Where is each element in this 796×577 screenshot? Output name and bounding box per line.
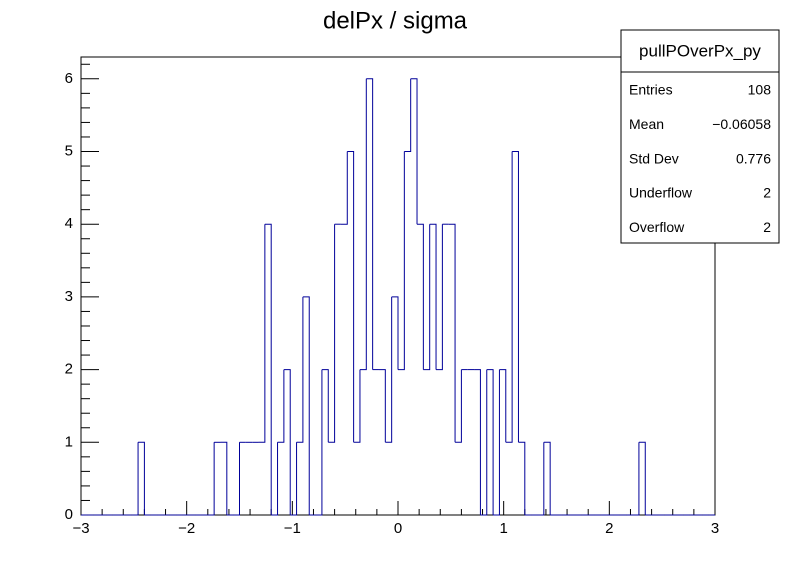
x-tick-label: −2 xyxy=(178,520,195,537)
histogram-bin xyxy=(378,369,386,443)
histogram-bin xyxy=(499,369,507,443)
stats-label: Std Dev xyxy=(629,150,679,166)
histogram-bin xyxy=(480,369,488,516)
stats-label: Underflow xyxy=(629,185,693,201)
histogram-bin xyxy=(138,441,145,515)
histogram-bin xyxy=(340,151,348,225)
histogram-bin xyxy=(296,296,304,443)
histogram-bin xyxy=(258,224,266,443)
histogram-bin xyxy=(436,224,443,371)
histogram-bin xyxy=(429,223,437,370)
histogram-bin xyxy=(518,441,526,515)
stats-value: 108 xyxy=(748,82,772,98)
histogram-bin xyxy=(537,442,545,516)
histogram-bin xyxy=(302,296,310,515)
stats-value: 2 xyxy=(763,219,771,235)
stats-label: Entries xyxy=(629,82,673,98)
y-tick-label: 0 xyxy=(65,506,73,523)
y-tick-label: 2 xyxy=(65,361,73,378)
chart-title: delPx / sigma xyxy=(323,7,468,34)
y-tick-label: 5 xyxy=(65,142,73,159)
histogram-bin xyxy=(448,223,456,443)
y-tick-label: 6 xyxy=(65,70,73,87)
histogram-bin xyxy=(632,442,640,516)
histogram-bin xyxy=(353,369,361,443)
histogram-bin xyxy=(233,442,240,516)
histogram-bin xyxy=(131,442,139,516)
histogram-bin xyxy=(493,369,500,516)
histogram-bin xyxy=(638,441,646,515)
stats-value: 2 xyxy=(763,185,771,201)
histogram-bin xyxy=(328,224,336,443)
histogram-bin xyxy=(264,223,272,515)
histogram-bin xyxy=(321,369,329,443)
x-tick-label: 1 xyxy=(499,520,507,537)
stats-value: −0.06058 xyxy=(712,116,771,132)
histogram-bin xyxy=(391,296,399,370)
histogram-bin xyxy=(486,369,494,515)
stats-title: pullPOverPx_py xyxy=(639,41,761,60)
histogram-bin xyxy=(410,78,418,225)
stats-label: Overflow xyxy=(629,219,685,235)
stats-box xyxy=(620,29,780,244)
x-tick-label: 3 xyxy=(711,520,719,537)
x-tick-label: −3 xyxy=(72,520,89,537)
histogram-bin xyxy=(366,78,374,370)
y-tick-label: 1 xyxy=(65,433,73,450)
stats-value: 0.776 xyxy=(736,150,771,166)
stats-label: Mean xyxy=(629,116,664,132)
histogram-bin xyxy=(417,223,424,370)
x-tick-label: −1 xyxy=(284,520,301,537)
histogram-bin xyxy=(385,296,393,443)
histogram-bin xyxy=(290,442,298,516)
histogram-bin xyxy=(283,369,291,515)
x-tick-label: 0 xyxy=(394,520,402,537)
y-tick-label: 3 xyxy=(65,288,73,305)
histogram-bin xyxy=(404,78,412,153)
y-tick-label: 4 xyxy=(65,215,73,232)
histogram-bin xyxy=(207,442,215,516)
histogram-bin xyxy=(455,369,462,443)
histogram-bin xyxy=(359,78,367,371)
histogram-bin xyxy=(220,441,228,515)
histogram-bin xyxy=(315,369,323,516)
histogram-bin xyxy=(505,151,513,443)
histogram-bin xyxy=(398,151,405,371)
histogram-bin xyxy=(423,224,431,371)
histogram-bin xyxy=(474,369,481,515)
histogram-bin xyxy=(347,151,355,443)
histogram-bin xyxy=(543,441,551,515)
histogram-bin xyxy=(277,369,285,443)
x-tick-label: 2 xyxy=(605,520,613,537)
histogram-bin xyxy=(512,151,519,443)
histogram-bin xyxy=(271,442,279,516)
